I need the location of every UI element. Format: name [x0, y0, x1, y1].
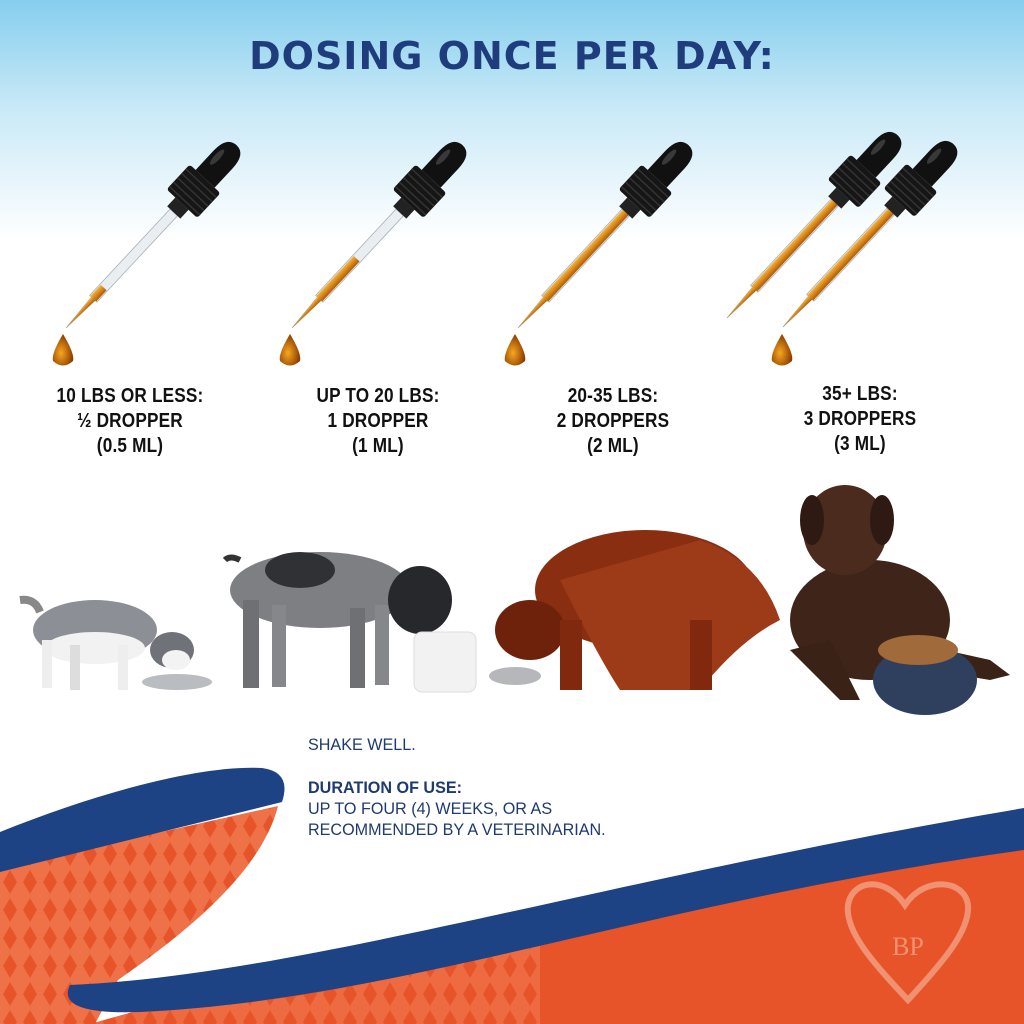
oil-drop-icon	[279, 334, 301, 366]
dose-amount: 3 DROPPERS	[803, 408, 917, 430]
logo-letters: BP	[892, 932, 924, 961]
pointer-dog-drinking	[222, 552, 477, 693]
oil-drop-icon	[771, 334, 793, 366]
irish-setter-eating	[489, 530, 780, 690]
dose-label-1: 10 LBS OR LESS: ½ DROPPER (0.5 ML)	[35, 384, 224, 459]
dose-amount: ½ DROPPER	[77, 410, 183, 432]
dropper-1	[65, 141, 241, 329]
chocolate-labrador-lying	[790, 485, 1010, 715]
dropper-4b	[782, 140, 958, 328]
brand-logo: BP	[844, 881, 972, 1005]
dose-label-3: 20-35 LBS: 2 DROPPERS (2 ML)	[518, 384, 707, 459]
dose-amount: 1 DROPPER	[327, 410, 429, 432]
husky-puppy-eating	[19, 595, 212, 690]
shake-instruction: SHAKE WELL.	[308, 735, 416, 754]
dose-weight: 10 LBS OR LESS:	[56, 385, 204, 407]
dose-amount: 2 DROPPERS	[556, 410, 670, 432]
blue-ribbon-top	[0, 767, 285, 872]
dropper-4a	[726, 131, 902, 319]
dose-weight: 20-35 LBS:	[567, 385, 659, 407]
blue-ribbon-bottom	[67, 808, 1024, 1013]
oil-drop-icon	[504, 334, 526, 366]
duration-line-2: RECOMMENDED BY A VETERINARIAN.	[308, 820, 606, 839]
orange-pattern-left	[0, 806, 278, 1024]
droppers-illustration	[52, 131, 958, 366]
metal-bowl	[489, 667, 541, 685]
dose-label-2: UP TO 20 LBS: 1 DROPPER (1 ML)	[283, 384, 472, 459]
dose-label-4: 35+ LBS: 3 DROPPERS (3 ML)	[765, 382, 954, 457]
duration-line-1: UP TO FOUR (4) WEEKS, OR AS	[308, 799, 553, 818]
metal-bowl	[142, 674, 212, 690]
dose-volume: (0.5 ML)	[96, 435, 164, 457]
dose-volume: (3 ML)	[834, 433, 886, 455]
dose-weight: 35+ LBS:	[822, 383, 898, 405]
oil-drop-icon	[52, 334, 74, 366]
duration-heading: DURATION OF USE:	[308, 778, 463, 797]
dose-volume: (2 ML)	[587, 435, 639, 457]
orange-panel-bottom	[90, 848, 1024, 1024]
dropper-3	[517, 141, 693, 329]
page-title: DOSING ONCE PER DAY:	[249, 34, 775, 78]
duration-block: DURATION OF USE: UP TO FOUR (4) WEEKS, O…	[308, 777, 606, 840]
dose-weight: UP TO 20 LBS:	[316, 385, 440, 407]
dropper-2	[291, 141, 467, 329]
water-fountain	[413, 631, 477, 693]
dose-volume: (1 ML)	[352, 435, 404, 457]
